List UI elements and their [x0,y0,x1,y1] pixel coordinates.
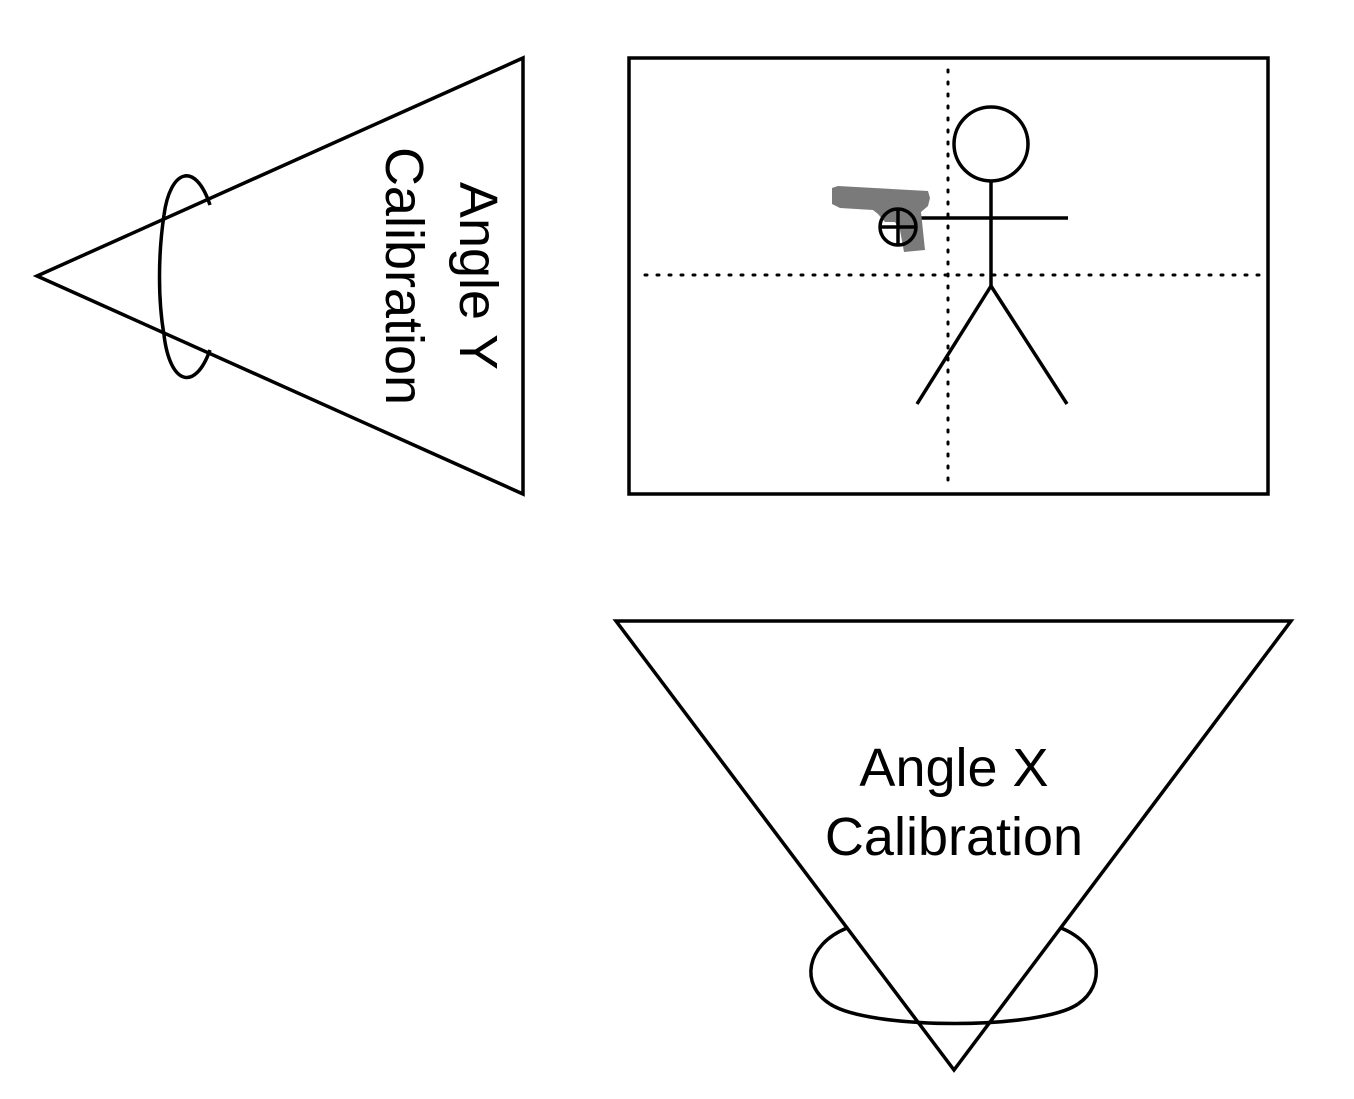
figure-left-leg [915,285,993,405]
figure-right-leg [989,285,1069,405]
angle-y-label-line2: Calibration [374,147,434,405]
angle-x-label-line2: Calibration [825,807,1083,867]
angle-y-label-line1: Angle Y [448,182,508,370]
target-frame-group [627,56,1270,496]
angle-y-triangle [32,55,525,497]
stick-figure-icon [905,105,1069,405]
crosshair-icon [878,207,918,247]
target-frame [627,56,1270,496]
angle-y-ring-back [162,174,212,216]
pistol-shape [832,186,930,252]
angle-x-triangle [612,619,1295,1073]
angle-x-label-line1: Angle X [859,738,1048,798]
angle-y-ring-front [157,214,166,336]
angle-y-ring-back-lower [162,334,212,380]
angle-x-ring-back-left [809,926,848,1006]
angle-x-ring-front [829,1002,1079,1026]
figure-head [952,105,1030,183]
angle-y-cone: Angle Y Calibration [32,55,525,497]
angle-x-ring-back-right [1060,926,1098,1006]
angle-y-label: Angle Y Calibration [374,147,508,405]
angle-x-cone: Angle X Calibration [612,619,1295,1073]
pistol-icon [832,186,930,252]
